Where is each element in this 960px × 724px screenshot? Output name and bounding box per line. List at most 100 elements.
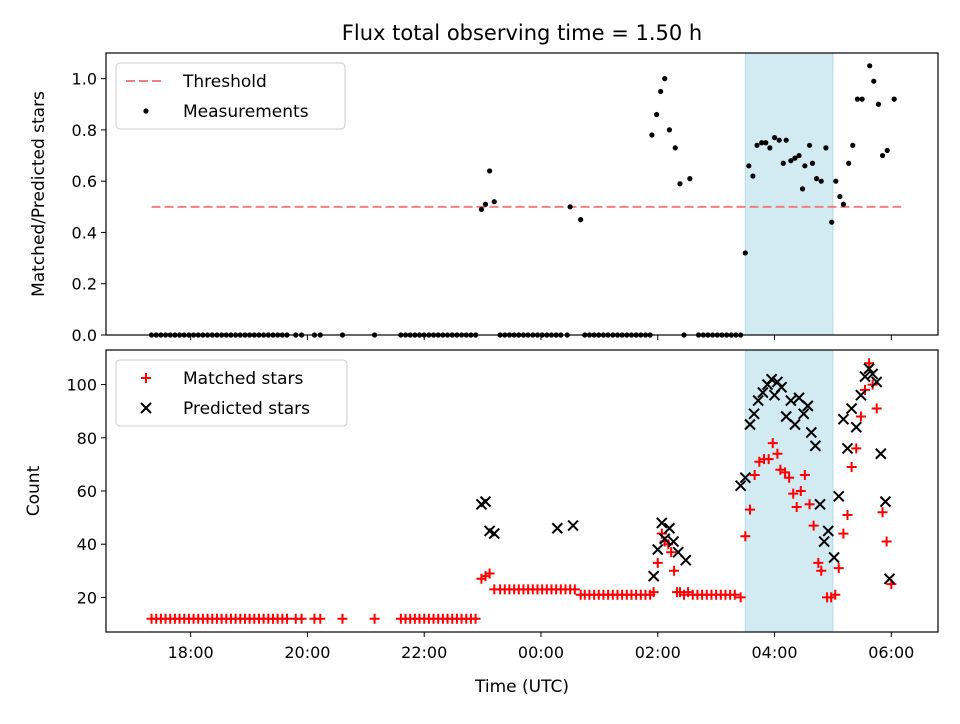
matched-star-point <box>871 403 882 414</box>
matched-star-point <box>867 379 878 390</box>
predicted-star-point <box>647 570 660 582</box>
matched-star-point <box>767 438 778 449</box>
chart-title: Flux total observing time = 1.50 h <box>342 21 702 45</box>
y-tick-label: 0.0 <box>72 326 97 345</box>
matched-star-point <box>846 462 857 473</box>
predicted-star-point <box>802 400 814 412</box>
measurement-point <box>884 147 890 154</box>
measurement-point <box>806 142 813 148</box>
predicted-star-point <box>659 533 671 545</box>
measurement-point <box>850 142 856 148</box>
matched-star-point <box>569 584 580 595</box>
measurement-point <box>759 140 765 146</box>
matched-star-point <box>881 536 892 547</box>
matched-star-point <box>648 587 659 598</box>
x-tick-label: 22:00 <box>401 643 447 662</box>
measurement-point <box>818 178 824 184</box>
x-tick-label: 20:00 <box>284 643 330 662</box>
predicted-star-point <box>567 519 579 532</box>
measurement-point <box>879 152 886 159</box>
measurement-point <box>846 160 852 166</box>
legend-label: Matched stars <box>183 369 303 389</box>
predicted-star-point <box>752 394 764 407</box>
predicted-star-point <box>859 370 871 383</box>
axes-frame <box>105 349 939 633</box>
legend-label: Predicted stars <box>183 399 310 419</box>
matched-star-point <box>855 411 866 422</box>
matched-star-point <box>788 488 799 499</box>
measurement-point <box>780 160 786 166</box>
measurement-point <box>482 201 489 207</box>
predicted-star-point <box>739 471 752 484</box>
predicted-star-point <box>652 543 664 556</box>
measurement-point <box>746 163 752 169</box>
matched-star-point <box>799 470 810 481</box>
y-tick-label: 1.0 <box>72 70 97 89</box>
matched-star-point <box>315 613 326 624</box>
matched-star-point <box>784 472 795 483</box>
matched-star-point <box>780 467 791 478</box>
measurement-point <box>875 101 882 107</box>
matched-star-point <box>791 501 802 512</box>
ratio-panel: 0.0 0.2 0.4 0.6 0.8 1.0 Matched/Predicted star… <box>29 52 939 345</box>
measurement-point <box>776 137 782 143</box>
predicted-star-point <box>814 498 826 511</box>
matched-star-point <box>484 568 495 579</box>
measurement-point <box>687 176 693 182</box>
matched-star-point <box>772 448 783 459</box>
measurement-point <box>677 181 683 187</box>
y-tick-label: 0.4 <box>72 223 97 242</box>
matched-star-point <box>744 504 755 515</box>
predicted-star-point <box>734 479 747 492</box>
predicted-star-point <box>828 551 840 564</box>
matched-star-point <box>833 563 844 574</box>
predicted-star-point <box>775 381 788 393</box>
predicted-star-point <box>805 426 818 439</box>
y-tick-label: 40 <box>77 535 97 554</box>
predicted-star-point <box>551 522 564 534</box>
predicted-star-point <box>822 525 834 537</box>
matched-star-point <box>369 613 380 624</box>
matched-star-point <box>470 613 481 624</box>
y-tick-label: 0.2 <box>72 275 97 294</box>
axes-frame <box>105 52 939 336</box>
measurement-point <box>802 163 808 169</box>
x-axis-label: Time (UTC) <box>474 677 569 697</box>
measurement-point <box>796 152 802 159</box>
matched-star-point <box>729 589 740 600</box>
observing-span <box>744 349 834 633</box>
measurement-point <box>567 204 573 210</box>
count-panel: 20 40 60 80 100 18:00 20:00 22:00 00:00 02:00 04:0… <box>24 349 939 662</box>
matched-star-point <box>830 589 841 600</box>
predicted-star-point <box>798 408 810 420</box>
measurement-point <box>491 199 497 205</box>
matched-star-point <box>296 613 307 624</box>
matched-star-point <box>864 358 875 369</box>
y-axis-label: Matched/Predicted stars <box>29 91 49 297</box>
measurement-point <box>754 142 760 148</box>
measurement-point <box>871 78 877 84</box>
x-tick-label: 06:00 <box>868 643 914 662</box>
measurement-point <box>742 250 748 256</box>
matched-star-point <box>877 507 888 518</box>
measurement-point <box>578 217 584 223</box>
predicted-star-point <box>748 408 760 420</box>
matched-star-point <box>838 528 849 539</box>
measurement-point <box>649 132 655 138</box>
x-tick-label: 04:00 <box>751 643 797 662</box>
predicted-star-point <box>879 495 892 508</box>
x-tick-label: 00:00 <box>518 643 564 662</box>
y-tick-label: 100 <box>66 376 97 395</box>
predicted-star-point <box>785 394 797 407</box>
predicted-star-point <box>793 392 805 404</box>
measurement-point <box>833 178 839 184</box>
measurement-point <box>658 88 664 95</box>
matched-star-point <box>763 454 774 465</box>
predicted-star-point <box>850 421 862 433</box>
predicted-star-point <box>866 368 879 380</box>
matched-star-point <box>735 592 746 603</box>
measurement-point <box>813 176 820 182</box>
matched-star-point <box>851 443 862 454</box>
predicted-star-point <box>479 495 492 508</box>
